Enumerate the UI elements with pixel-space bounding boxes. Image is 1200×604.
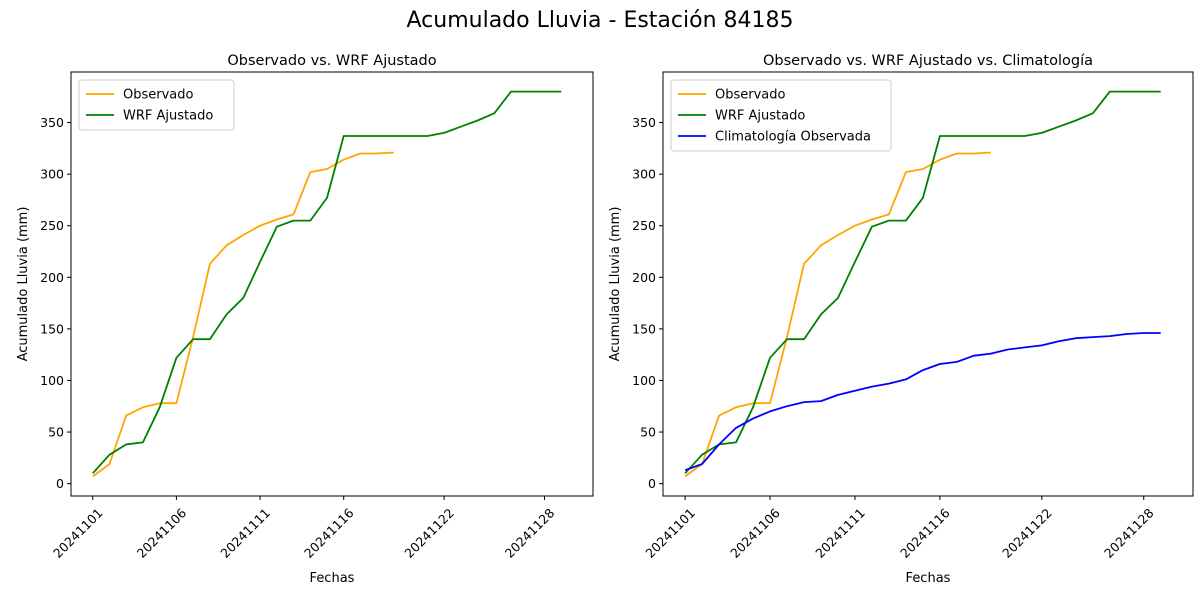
chart-panel-right: Observado vs. WRF Ajustado vs. Climatolo… [608,53,1194,586]
legend: Observado WRF Ajustado Climatología Observ… [670,79,892,152]
plot-frame [70,71,594,497]
x-tick-label: 20241128 [1101,505,1157,561]
legend-label: WRF Ajustado [715,109,805,124]
x-tick-label: 20241122 [999,505,1055,561]
y-tick-label: 250 [632,218,656,233]
x-axis-label: Fechas [310,571,355,586]
legend-label: Observado [715,88,786,103]
series-line-observado [92,151,394,478]
x-tick-label: 20241116 [897,505,953,561]
y-axis-label: Acumulado Lluvia (mm) [16,207,31,362]
series-line-wrf-ajustado [92,90,562,474]
figure-title: Acumulado Lluvia - Estación 84185 [406,8,794,33]
y-axis-label: Acumulado Lluvia (mm) [608,207,623,362]
y-tick-label: 0 [56,476,64,491]
y-tick-label: 50 [640,425,656,440]
y-tick-label: 50 [48,425,64,440]
y-tick-label: 200 [632,270,656,285]
x-tick-label: 20241122 [401,505,457,561]
series-line-climatolog-a-observada [684,332,1161,472]
y-tick-label: 250 [40,218,64,233]
x-tick-label: 20241106 [134,505,190,561]
legend-label: WRF Ajustado [123,109,213,124]
legend-box [670,79,892,152]
y-tick-label: 0 [648,476,656,491]
chart-title: Observado vs. WRF Ajustado vs. Climatolo… [763,53,1093,69]
series-line-observado [684,151,991,478]
plot-frame [662,71,1194,497]
y-tick-label: 100 [632,373,656,388]
x-tick-label: 20241111 [812,505,868,561]
x-tick-label: 20241116 [301,505,357,561]
series-line-wrf-ajustado [684,90,1161,474]
chart-panel-left: Observado vs. WRF Ajustado 0 50 100 150 200 25… [16,53,594,586]
y-tick-label: 150 [632,321,656,336]
x-tick-label: 20241106 [727,505,783,561]
legend-box [78,79,235,131]
legend: Observado WRF Ajustado [78,79,235,131]
x-tick-label: 20241111 [217,505,273,561]
x-tick-label: 20241101 [50,505,106,561]
x-tick-label: 20241128 [502,505,558,561]
chart-title: Observado vs. WRF Ajustado [227,53,436,69]
x-tick-label: 20241101 [642,505,698,561]
y-tick-label: 300 [632,167,656,182]
y-tick-label: 350 [40,115,64,130]
legend-label: Climatología Observada [715,130,871,145]
y-tick-label: 100 [40,373,64,388]
y-tick-label: 200 [40,270,64,285]
legend-label: Observado [123,88,194,103]
y-tick-label: 350 [632,115,656,130]
y-tick-label: 300 [40,167,64,182]
y-tick-label: 150 [40,321,64,336]
x-axis-label: Fechas [906,571,951,586]
